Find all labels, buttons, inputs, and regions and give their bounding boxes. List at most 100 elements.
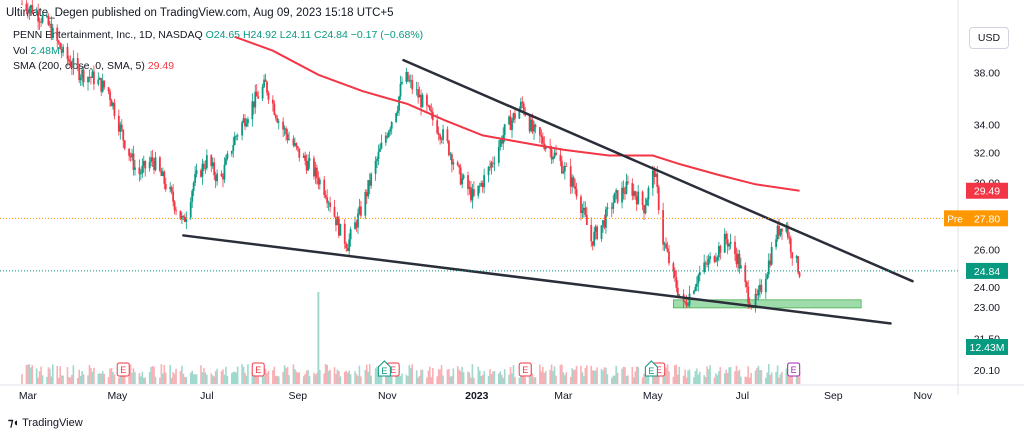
volume-bar [87, 375, 89, 384]
candle-body [781, 228, 783, 232]
candle-body [164, 183, 167, 190]
volume-legend[interactable]: Vol 2.48M [13, 45, 60, 57]
candle-body [530, 119, 532, 132]
earnings-marker[interactable]: E [787, 362, 801, 377]
volume-bar [30, 367, 32, 384]
candle-body [68, 59, 70, 62]
candle-body [602, 220, 604, 226]
candle-body [170, 187, 173, 192]
volume-bar [59, 366, 61, 384]
currency-button[interactable]: USD [969, 27, 1009, 49]
volume-bar [411, 364, 414, 384]
volume-bar [745, 376, 748, 384]
candle-body [574, 186, 576, 190]
lower-trendline[interactable] [182, 234, 892, 325]
y-tick-label: 38.00 [974, 67, 1000, 79]
candle-body [651, 170, 654, 188]
candle-body [323, 179, 326, 195]
candle-body [757, 289, 760, 296]
candle-body [470, 187, 472, 201]
candle-body [59, 42, 62, 50]
volume-bar [452, 368, 455, 384]
volume-bar [697, 374, 700, 384]
candle-body [230, 150, 233, 154]
high-value: H24.92 [242, 29, 277, 41]
candle-body [706, 263, 709, 265]
candle-body [154, 157, 157, 171]
candle-body [355, 222, 358, 228]
candle-body [134, 167, 136, 170]
volume-bar [387, 375, 390, 384]
event-marker[interactable]: E [644, 360, 658, 377]
candle-body [728, 244, 731, 247]
volume-bar [69, 377, 72, 384]
volume-bar [170, 377, 173, 384]
candle-body [263, 79, 265, 87]
volume-bar [376, 367, 378, 384]
candle-body [150, 157, 153, 163]
earnings-marker[interactable]: E [116, 362, 130, 377]
volume-bar [437, 369, 440, 384]
volume-bar [302, 376, 305, 384]
volume-bar [728, 367, 730, 384]
volume-bar [138, 373, 141, 384]
candle-body [616, 190, 619, 203]
candle-body [333, 206, 336, 217]
candle-body [707, 259, 710, 265]
volume-bar [747, 366, 750, 384]
volume-bar [542, 366, 544, 384]
volume-bar [203, 367, 205, 384]
volume-bar [429, 366, 431, 384]
earnings-marker[interactable]: E [251, 362, 265, 377]
volume-bar [549, 369, 551, 384]
volume-bar [282, 372, 284, 384]
upper-trendline[interactable] [402, 58, 914, 283]
candle-body [584, 207, 587, 216]
volume-bar [357, 375, 359, 384]
brand[interactable]: ⁊◖ TradingView [8, 416, 83, 430]
volume-bar [468, 372, 471, 384]
candle-body [232, 144, 235, 151]
volume-bar [107, 377, 110, 384]
volume-bar [509, 366, 512, 384]
price-badge-box [966, 182, 1008, 199]
candle-body [492, 162, 494, 164]
volume-bar [128, 372, 130, 384]
volume-bar [729, 366, 732, 384]
candle-body [458, 165, 461, 168]
volume-bar [236, 366, 239, 384]
candle-body [315, 167, 318, 178]
event-marker[interactable]: E [377, 360, 391, 377]
volume-bar [723, 373, 726, 384]
candle-body [531, 119, 534, 132]
candle-body [600, 225, 603, 240]
candle-body [575, 189, 578, 197]
candle-body [522, 103, 525, 113]
candle-body [276, 117, 279, 123]
volume-bar [233, 371, 236, 384]
candle-body [719, 246, 722, 253]
volume-bar [82, 374, 85, 384]
candle-body [252, 101, 255, 108]
candle-body [109, 91, 111, 101]
volume-bar [646, 373, 648, 384]
x-tick-label: 2023 [465, 390, 489, 402]
volume-bar [40, 366, 42, 384]
symbol-legend[interactable]: PENN Entertainment, Inc., 1D, NASDAQ O24… [13, 29, 423, 41]
volume-bar [25, 364, 28, 384]
trendline-layer[interactable] [182, 58, 914, 325]
volume-bar [459, 371, 462, 384]
candle-body [139, 173, 142, 175]
volume-bar [750, 372, 752, 384]
volume-bar [600, 368, 603, 384]
volume-bar [625, 375, 628, 384]
candle-body [335, 216, 337, 226]
candle-body [467, 175, 469, 189]
candle-body [236, 135, 239, 137]
volume-bar [345, 370, 348, 384]
candle-body [292, 138, 295, 146]
volume-bar [336, 369, 339, 384]
earnings-marker[interactable]: E [518, 362, 532, 377]
candle-body [377, 151, 380, 159]
